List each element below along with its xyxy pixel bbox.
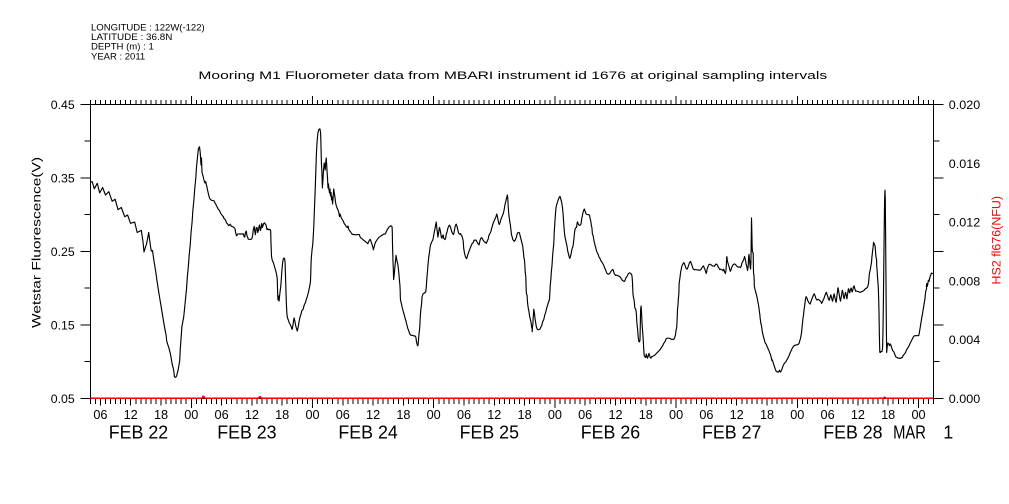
svg-text:0.15: 0.15 (51, 320, 75, 332)
svg-text:12: 12 (730, 408, 744, 422)
svg-text:DEPTH (m) : 1: DEPTH (m) : 1 (91, 41, 154, 52)
svg-text:0.25: 0.25 (51, 247, 75, 259)
svg-text:1: 1 (943, 423, 953, 443)
svg-text:18: 18 (518, 408, 532, 422)
svg-text:06: 06 (821, 408, 835, 422)
svg-text:0.35: 0.35 (51, 174, 75, 186)
svg-text:18: 18 (154, 408, 168, 422)
svg-text:MAR: MAR (893, 423, 926, 443)
svg-text:0.016: 0.016 (949, 159, 980, 171)
svg-text:12: 12 (366, 408, 380, 422)
svg-text:0.05: 0.05 (51, 394, 75, 406)
svg-text:FEB 22: FEB 22 (109, 423, 168, 443)
svg-text:06: 06 (457, 408, 471, 422)
svg-text:12: 12 (487, 408, 501, 422)
svg-text:0.000: 0.000 (949, 394, 980, 406)
svg-text:06: 06 (699, 408, 713, 422)
svg-text:18: 18 (760, 408, 774, 422)
svg-text:00: 00 (184, 408, 198, 422)
svg-text:12: 12 (245, 408, 259, 422)
svg-text:18: 18 (275, 408, 289, 422)
svg-text:FEB 23: FEB 23 (217, 423, 276, 443)
svg-text:0.020: 0.020 (949, 100, 980, 112)
svg-text:0.004: 0.004 (949, 335, 981, 347)
svg-text:HS2 fl676(NFU): HS2 fl676(NFU) (992, 196, 1004, 285)
svg-text:Mooring M1 Fluorometer data fr: Mooring M1 Fluorometer data from MBARI i… (198, 70, 827, 82)
svg-text:Wetstar Fluorescence(V): Wetstar Fluorescence(V) (32, 157, 44, 328)
svg-text:18: 18 (639, 408, 653, 422)
svg-text:12: 12 (851, 408, 865, 422)
svg-text:18: 18 (396, 408, 410, 422)
svg-text:12: 12 (608, 408, 622, 422)
svg-text:06: 06 (578, 408, 592, 422)
svg-text:FEB 27: FEB 27 (702, 423, 761, 443)
svg-text:FEB 25: FEB 25 (460, 423, 519, 443)
svg-text:00: 00 (790, 408, 804, 422)
svg-text:00: 00 (911, 408, 925, 422)
svg-text:0.012: 0.012 (949, 218, 980, 230)
svg-text:06: 06 (93, 408, 107, 422)
svg-text:00: 00 (427, 408, 441, 422)
svg-text:LATITUDE : 36.8N: LATITUDE : 36.8N (91, 31, 172, 42)
svg-text:FEB 26: FEB 26 (581, 423, 640, 443)
svg-text:LONGITUDE : 122W(-122): LONGITUDE : 122W(-122) (91, 22, 205, 33)
svg-text:00: 00 (669, 408, 683, 422)
svg-text:FEB 28: FEB 28 (823, 423, 882, 443)
svg-text:06: 06 (215, 408, 229, 422)
svg-text:FEB 24: FEB 24 (338, 423, 397, 443)
svg-text:0.008: 0.008 (949, 276, 980, 288)
svg-text:YEAR : 2011: YEAR : 2011 (91, 50, 145, 61)
svg-text:18: 18 (881, 408, 895, 422)
svg-text:00: 00 (305, 408, 319, 422)
svg-text:12: 12 (124, 408, 138, 422)
svg-text:06: 06 (336, 408, 350, 422)
svg-text:00: 00 (548, 408, 562, 422)
svg-text:0.45: 0.45 (51, 100, 75, 112)
